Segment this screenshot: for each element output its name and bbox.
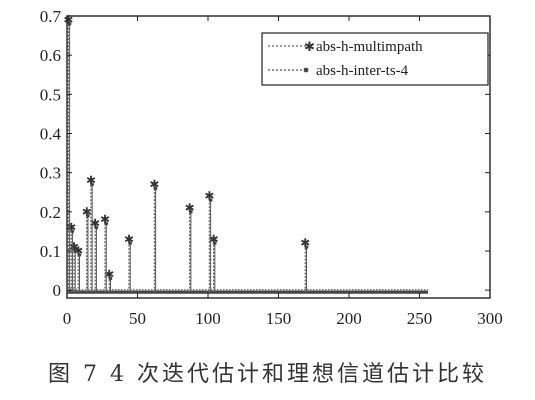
marker-multipath: ✱ (63, 13, 73, 27)
marker-multipath: ✱ (90, 217, 100, 231)
x-tick-label: 0 (63, 309, 72, 328)
marker-multipath: ✱ (100, 213, 110, 227)
x-tick-label: 250 (407, 309, 433, 328)
x-tick-label: 50 (129, 309, 146, 328)
legend-entry-estimate: abs-h-inter-ts-4 (268, 63, 409, 79)
figure-caption: 图 7 4 次迭代估计和理想信道估计比较 (48, 362, 487, 387)
y-tick-label: 0 (53, 281, 62, 300)
marker-multipath: ✱ (300, 236, 310, 250)
marker-multipath: ✱ (86, 174, 96, 188)
marker-estimate (73, 249, 78, 253)
x-tick-label: 100 (195, 309, 221, 328)
stem-chart: ✱✱✱✱✱✱✱ ✱✱✱✱✱✱✱ ✱ 00.10.20.30.40.50.60.7 0… (40, 7, 503, 328)
marker-multipath: ✱ (104, 268, 114, 282)
marker-estimate (189, 210, 193, 214)
marker-multipath: ✱ (82, 205, 92, 219)
noise-floor (67, 289, 428, 294)
x-tick-label: 200 (336, 309, 362, 328)
marker-estimate (67, 22, 72, 26)
legend-label-estimate: abs-h-inter-ts-4 (316, 63, 409, 79)
marker-multipath: ✱ (73, 244, 83, 258)
x-tick-label: 300 (477, 309, 503, 328)
y-axis-ticks: 0 0.1 0.2 0.3 0.4 0.5 0.6 0.7 (40, 7, 490, 300)
stems: ✱✱✱✱✱✱✱ ✱✱✱✱✱✱✱ ✱ (63, 13, 310, 293)
y-tick-label: 0.3 (40, 164, 61, 183)
y-tick-label: 0.7 (40, 7, 62, 26)
y-tick-label: 0.1 (40, 242, 61, 261)
marker-estimate (94, 225, 99, 230)
marker-estimate (304, 245, 309, 249)
marker-multipath: ✱ (124, 232, 134, 246)
marker-estimate (77, 253, 82, 257)
legend-box (261, 32, 489, 86)
marker-multipath: ✱ (185, 201, 195, 215)
legend-label-multipath: abs-h-multimpath (316, 39, 423, 55)
marker-estimate (208, 198, 213, 202)
marker-estimate (86, 213, 90, 218)
y-tick-label: 0.5 (40, 85, 61, 104)
x-axis-ticks: 0 50 100 150 200 250 300 (63, 16, 503, 328)
marker-estimate (213, 241, 217, 245)
legend-marker-multipath: ✱ (304, 39, 315, 54)
marker-estimate (70, 229, 75, 234)
x-tick-label: 150 (266, 309, 292, 328)
marker-estimate (153, 186, 158, 191)
legend-marker-estimate (303, 67, 309, 73)
legend-entry-multipath: ✱ abs-h-multimpath (268, 39, 423, 55)
y-tick-label: 0.2 (40, 203, 61, 222)
marker-multipath: ✱ (69, 240, 79, 254)
marker-estimate (90, 182, 94, 187)
marker-multipath: ✱ (204, 189, 214, 203)
marker-estimate (128, 241, 133, 245)
marker-multipath: ✱ (66, 221, 76, 235)
marker-multipath: ✱ (149, 177, 159, 191)
y-tick-label: 0.4 (40, 125, 62, 144)
legend: ✱ abs-h-multimpath abs-h-inter-ts-4 (261, 32, 489, 86)
marker-estimate (108, 276, 113, 281)
marker-estimate (104, 221, 109, 226)
y-tick-label: 0.6 (40, 46, 61, 65)
marker-multipath: ✱ (209, 232, 219, 246)
